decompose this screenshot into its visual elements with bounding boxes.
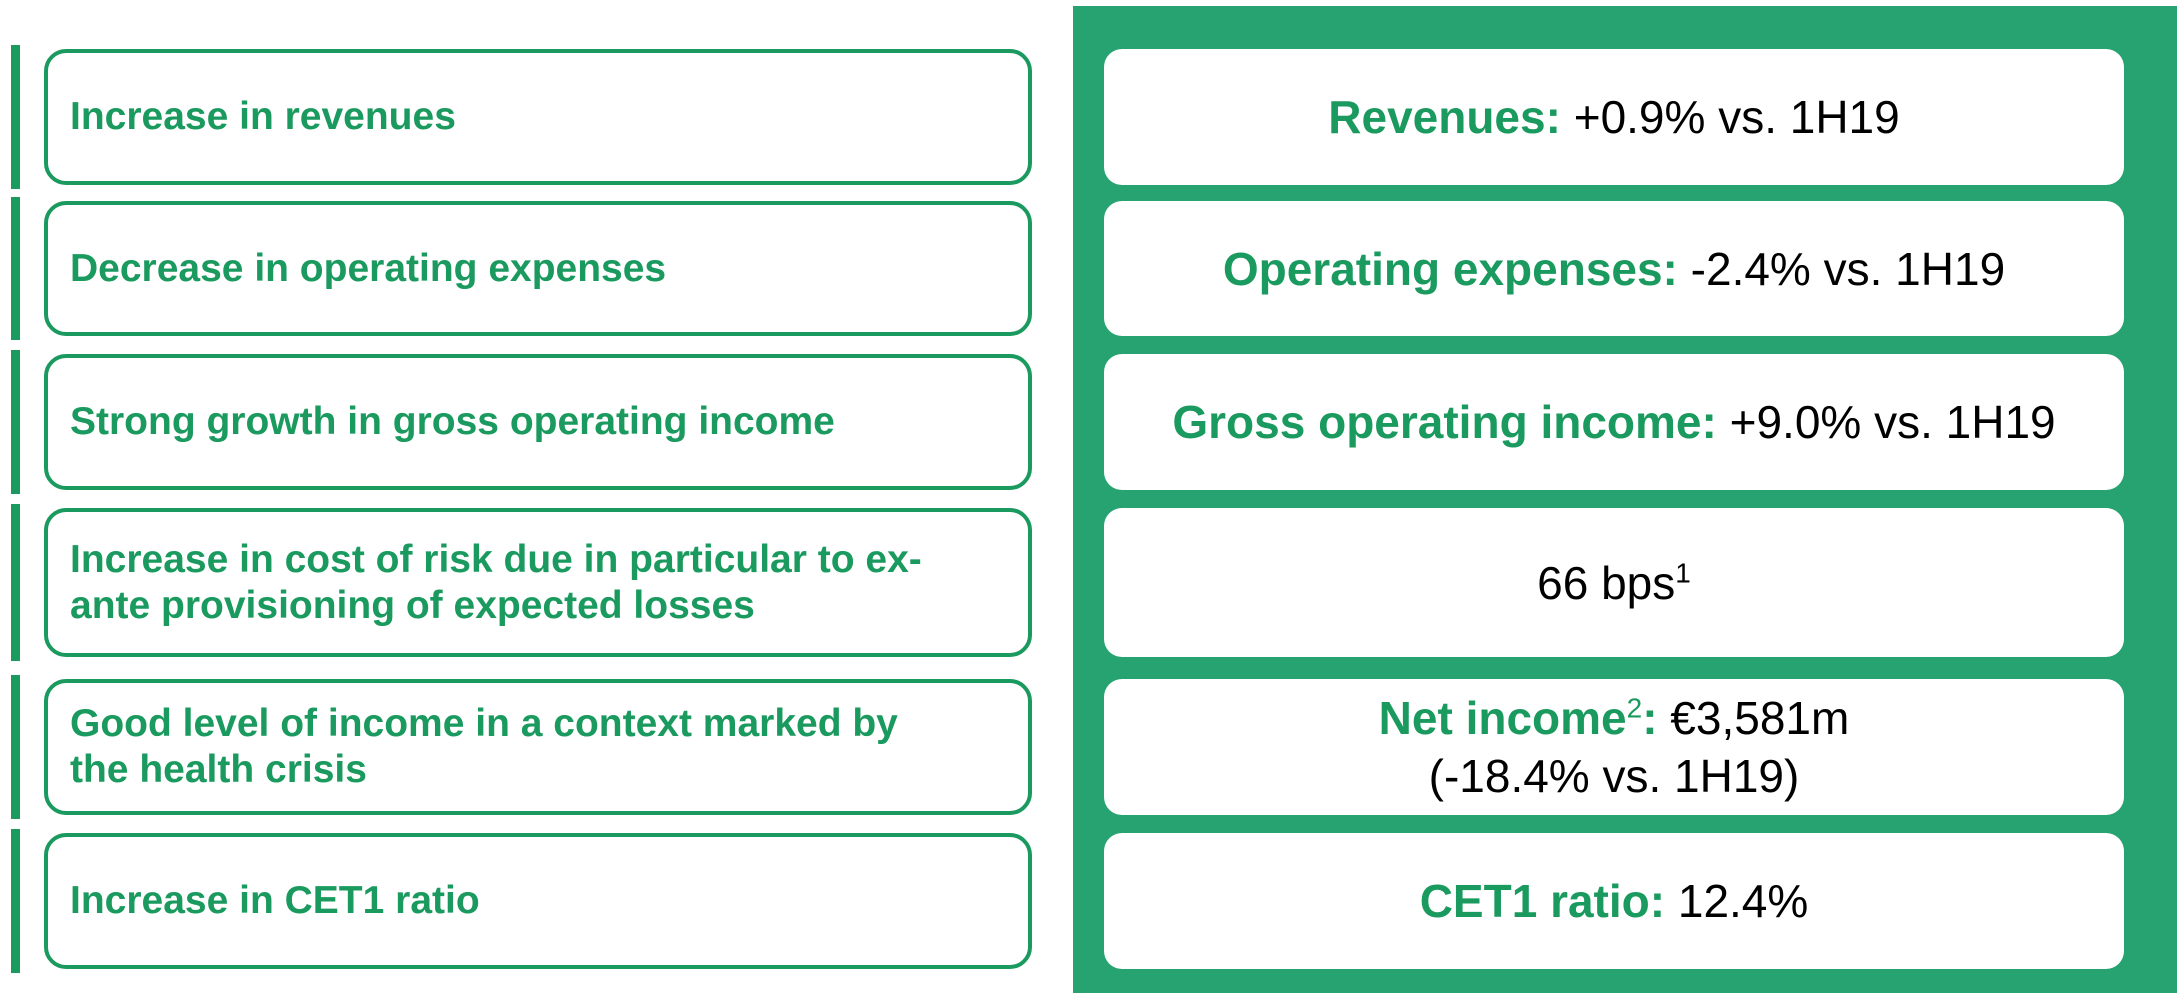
result-label-note: 2 [1626,692,1643,724]
highlight-text: Increase in cost of risk due in particul… [70,537,922,581]
result-label: CET1 ratio: [1419,875,1666,927]
result-box: Operating expenses: -2.4% vs. 1H19 [1104,201,2124,336]
result-line: Operating expenses: -2.4% vs. 1H19 [1223,240,2005,298]
highlight-box: Decrease in operating expenses [44,201,1032,336]
result-line: (-18.4% vs. 1H19) [1429,747,1800,805]
result-line: Net income2: €3,581m [1379,689,1850,747]
result-line: 66 bps1 [1537,554,1691,612]
result-box: Revenues: +0.9% vs. 1H19 [1104,49,2124,185]
result-value-note: 1 [1675,557,1691,589]
highlight-text: ante provisioning of expected losses [70,583,755,627]
accent-bar [11,504,20,661]
highlight-text: Increase in revenues [70,95,456,138]
result-box: 66 bps1 [1104,508,2124,657]
result-value: +0.9% vs. 1H19 [1560,91,1900,143]
result-box: Gross operating income: +9.0% vs. 1H19 [1104,354,2124,490]
result-label: Revenues: [1328,91,1561,143]
highlight-text: Strong growth in gross operating income [70,400,835,443]
result-line: CET1 ratio: 12.4% [1420,872,1809,930]
highlight-box: Good level of income in a context marked… [44,679,1032,815]
highlight-text: Good level of income in a context marked… [70,702,898,745]
result-value: €3,581m [1657,692,1850,744]
result-label: : [1642,692,1658,744]
accent-bar [11,829,20,973]
result-value: (-18.4% vs. 1H19) [1428,750,1800,802]
result-value: -2.4% vs. 1H19 [1677,242,2006,295]
accent-bar [11,350,20,494]
highlight-box: Increase in CET1 ratio [44,833,1032,969]
highlight-box: Increase in revenues [44,49,1032,185]
highlight-text: the health crisis [70,748,367,791]
result-line: Gross operating income: +9.0% vs. 1H19 [1172,393,2055,451]
accent-bar [11,675,20,819]
result-value: +9.0% vs. 1H19 [1716,396,2056,448]
result-value: 66 bps [1537,556,1676,609]
result-label: Operating expenses: [1222,242,1678,295]
result-box: Net income2: €3,581m (-18.4% vs. 1H19) [1104,679,2124,815]
highlight-box: Strong growth in gross operating income [44,354,1032,490]
result-label: Net income [1378,692,1627,744]
highlight-text: Decrease in operating expenses [70,246,667,290]
accent-bar [11,197,20,340]
result-box: CET1 ratio: 12.4% [1104,833,2124,969]
result-value: 12.4% [1665,875,1809,927]
accent-bar [11,45,20,189]
result-label: Gross operating income: [1172,396,1717,448]
highlight-box: Increase in cost of risk due in particul… [44,508,1032,657]
result-line: Revenues: +0.9% vs. 1H19 [1328,88,1899,146]
highlight-text: Increase in CET1 ratio [70,879,480,922]
